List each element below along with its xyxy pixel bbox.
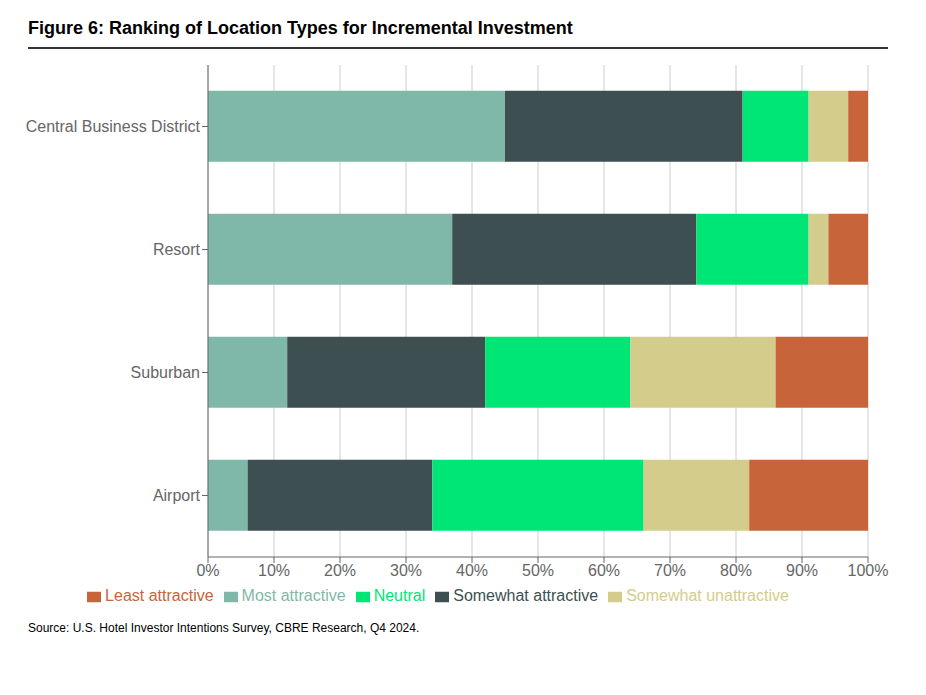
html-text:Neutral: Neutral bbox=[373, 587, 426, 604]
svg-text:30%: 30% bbox=[390, 562, 422, 579]
svg-text:Central Business District: Central Business District bbox=[26, 118, 201, 135]
svg-text:50%: 50% bbox=[522, 562, 554, 579]
svg-text:Resort: Resort bbox=[153, 241, 201, 258]
svg-text:90%: 90% bbox=[786, 562, 818, 579]
svg-text:60%: 60% bbox=[588, 562, 620, 579]
svg-text:Suburban: Suburban bbox=[131, 364, 200, 381]
svg-text:Airport: Airport bbox=[153, 487, 201, 504]
html-text:Least attractive: Least attractive bbox=[105, 587, 214, 604]
html-text:Figure 6: Ranking of Location: Figure 6: Ranking of Location Types for … bbox=[28, 18, 573, 38]
svg-text:100%: 100% bbox=[848, 562, 889, 579]
html-text:Somewhat attractive: Somewhat attractive bbox=[453, 587, 599, 604]
html-text:Source: U.S. Hotel Investor In: Source: U.S. Hotel Investor Intentions S… bbox=[28, 621, 420, 635]
svg-text:80%: 80% bbox=[720, 562, 752, 579]
html-text:Somewhat unattractive: Somewhat unattractive bbox=[626, 587, 789, 604]
svg-text:40%: 40% bbox=[456, 562, 488, 579]
svg-text:10%: 10% bbox=[258, 562, 290, 579]
svg-text:20%: 20% bbox=[324, 562, 356, 579]
svg-text:70%: 70% bbox=[654, 562, 686, 579]
html-text:Most attractive: Most attractive bbox=[241, 587, 346, 604]
svg-text:0%: 0% bbox=[196, 562, 219, 579]
